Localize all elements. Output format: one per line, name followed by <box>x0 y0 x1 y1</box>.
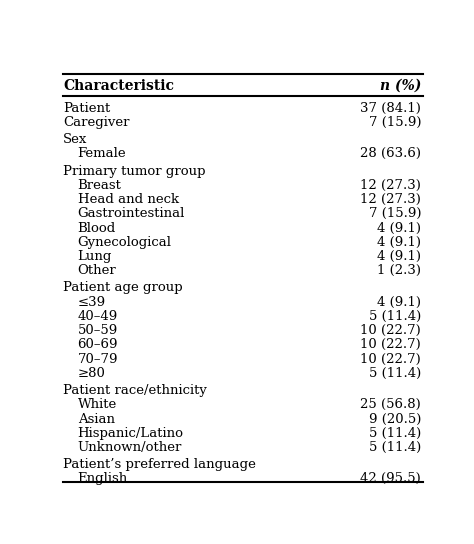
Text: Primary tumor group: Primary tumor group <box>63 164 205 177</box>
Text: Female: Female <box>78 147 126 160</box>
Text: 10 (22.7): 10 (22.7) <box>360 338 421 351</box>
Text: ≤39: ≤39 <box>78 296 106 308</box>
Text: Other: Other <box>78 264 117 277</box>
Text: 10 (22.7): 10 (22.7) <box>360 324 421 337</box>
Text: Patient age group: Patient age group <box>63 281 182 294</box>
Text: 60–69: 60–69 <box>78 338 118 351</box>
Text: 40–49: 40–49 <box>78 310 118 323</box>
Text: 5 (11.4): 5 (11.4) <box>369 310 421 323</box>
Text: White: White <box>78 398 117 411</box>
Text: 25 (56.8): 25 (56.8) <box>360 398 421 411</box>
Text: Unknown/other: Unknown/other <box>78 441 182 454</box>
Text: 4 (9.1): 4 (9.1) <box>377 236 421 249</box>
Text: Head and neck: Head and neck <box>78 193 179 206</box>
Text: 12 (27.3): 12 (27.3) <box>360 193 421 206</box>
Text: 70–79: 70–79 <box>78 353 118 366</box>
Text: 12 (27.3): 12 (27.3) <box>360 179 421 192</box>
Text: Hispanic/Latino: Hispanic/Latino <box>78 427 183 440</box>
Text: Gastrointestinal: Gastrointestinal <box>78 207 185 220</box>
Text: ≥80: ≥80 <box>78 367 106 380</box>
Text: English: English <box>78 472 128 485</box>
Text: Patient: Patient <box>63 102 110 115</box>
Text: 42 (95.5): 42 (95.5) <box>360 472 421 485</box>
Text: Gynecological: Gynecological <box>78 236 172 249</box>
Text: 28 (63.6): 28 (63.6) <box>360 147 421 160</box>
Text: 7 (15.9): 7 (15.9) <box>369 116 421 129</box>
Text: 5 (11.4): 5 (11.4) <box>369 367 421 380</box>
Text: 37 (84.1): 37 (84.1) <box>360 102 421 115</box>
Text: 5 (11.4): 5 (11.4) <box>369 441 421 454</box>
Text: Lung: Lung <box>78 250 112 263</box>
Text: Patient race/ethnicity: Patient race/ethnicity <box>63 384 207 397</box>
Text: Characteristic: Characteristic <box>63 79 174 93</box>
Text: 1 (2.3): 1 (2.3) <box>377 264 421 277</box>
Text: 50–59: 50–59 <box>78 324 118 337</box>
Text: Patient’s preferred language: Patient’s preferred language <box>63 458 256 471</box>
Text: 5 (11.4): 5 (11.4) <box>369 427 421 440</box>
Text: Asian: Asian <box>78 412 115 425</box>
Text: Breast: Breast <box>78 179 121 192</box>
Text: Sex: Sex <box>63 133 87 146</box>
Text: 7 (15.9): 7 (15.9) <box>369 207 421 220</box>
Text: Blood: Blood <box>78 221 116 234</box>
Text: n (%): n (%) <box>380 79 421 93</box>
Text: Caregiver: Caregiver <box>63 116 129 129</box>
Text: 4 (9.1): 4 (9.1) <box>377 250 421 263</box>
Text: 4 (9.1): 4 (9.1) <box>377 296 421 308</box>
Text: 9 (20.5): 9 (20.5) <box>369 412 421 425</box>
Text: 10 (22.7): 10 (22.7) <box>360 353 421 366</box>
Text: 4 (9.1): 4 (9.1) <box>377 221 421 234</box>
